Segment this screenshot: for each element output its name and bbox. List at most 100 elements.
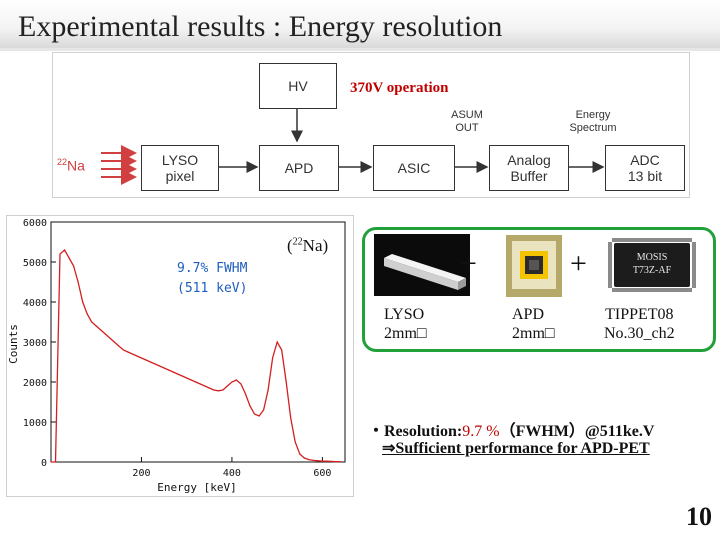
x-tick-label: 600 [313,468,331,479]
resolution-suffix: （FWHM）@511ke.V [499,423,655,440]
spectrum-data-point [335,461,337,463]
analog-buffer-block: Analog Buffer [489,145,569,191]
spectrum-data-point [77,281,79,283]
hv-label: HV [288,77,308,94]
slide-title: Experimental results : Energy resolution [18,10,503,43]
plus-sign-2: + [570,247,587,280]
lyso-block: LYSO pixel [141,145,219,191]
lyso-crystal-image [374,234,470,296]
chart-axes [50,221,346,463]
spectrum-data-point [222,389,224,391]
spectrum-data-point [95,325,97,327]
spectrum-data-point [235,379,238,381]
spectrum-data-point [272,357,274,359]
chart-annotation-fwhm: 9.7% FWHM [177,261,248,276]
y-tick-label: 4000 [23,298,47,309]
spectrum-data-point [231,381,233,383]
resolution-result: ・Resolution:9.7 %（FWHM）@511ke.V [368,417,654,441]
spectrum-data-point [168,369,170,371]
spectrum-data-point [294,441,296,443]
spectrum-data-point [50,461,52,463]
spectrum-data-point [100,329,102,331]
chart-ticks: 0 1000 2000 3000 4000 5000 6000 200 400 600 [23,218,332,479]
spectrum-data-point [122,349,124,351]
x-tick-label: 400 [223,468,241,479]
spectrum-data-point [317,460,319,462]
block-diagram: 22Na HV 370V operation LYSO pixel APD AS… [52,52,690,198]
spectrum-data-point [244,393,247,395]
spectrum-data-point [186,377,188,379]
spectrum-data-point [91,321,93,323]
spectrum-data-point [312,459,314,461]
spectrum-data-point [73,265,75,267]
y-tick-label: 1000 [23,418,47,429]
energy-spectrum-label: Energy Spectrum [569,109,617,134]
chart-series [50,248,342,463]
resolution-value: 9.7 % [462,423,500,440]
spectrum-data-point [190,379,192,381]
apd-label: APD [284,159,314,176]
adc-label: ADC 13 bit [627,151,663,184]
asic-block: ASIC [373,145,455,191]
spectrum-data-point [240,383,242,385]
adc-block: ADC 13 bit [605,145,685,191]
spectrum-data-point [145,359,147,361]
y-tick-label: 5000 [23,258,47,269]
apd-component-label: APD 2mm□ [512,306,555,343]
lyso-component-label: LYSO 2mm□ [384,306,427,343]
asum-out-label: ASUM OUT [451,109,483,134]
apd-chip-image [506,235,562,297]
spectrum-data-point [217,390,219,392]
spectrum-data-point [59,253,61,255]
chart-annotation-energy: (511 keV) [177,281,247,296]
y-tick-label: 3000 [23,338,47,349]
chart-source-mass: 22 [292,236,303,248]
spectrum-data-point [321,460,323,462]
chart-svg: 0 1000 2000 3000 4000 5000 6000 200 400 600 Energ… [7,218,346,494]
chip-marking-2: T73Z-AF [633,265,672,276]
page-number: 10 [686,502,712,531]
diagram-arrows [101,109,605,185]
lyso-label: LYSO pixel [161,151,199,184]
chart-xlabel: Energy [keV] [157,481,236,494]
spectrum-data-point [258,415,260,417]
spectrum-data-point [276,341,278,343]
spectrum-data-point [136,355,138,357]
spectrum-data-point [140,357,143,359]
spectrum-data-point [63,249,66,251]
spectrum-data-point [82,301,84,303]
chart-ylabel: Counts [7,324,20,364]
source-label: 22Na [57,157,85,174]
chart-frame [50,221,346,463]
spectrum-data-point [213,389,215,391]
spectrum-data-point [118,345,120,347]
spectrum-data-point [262,409,265,411]
spectrum-data-point [154,363,156,365]
chart-source-label: (22Na) [287,236,329,255]
spectrum-data-point [54,461,57,463]
plus-sign-1: + [460,247,477,280]
title-divider [0,48,720,51]
apd-block: APD [259,145,339,191]
source-element: Na [67,157,85,174]
source-mass: 22 [57,157,68,167]
y-tick-label: 0 [41,458,47,469]
chip-marking-1: MOSIS [637,252,668,263]
spectrum-data-point [281,349,283,351]
spectrum-data-point [299,453,301,455]
spectrum-data-point [290,417,292,419]
asic-label: ASIC [397,159,431,176]
title-bar: Experimental results : Energy resolution [0,0,720,49]
spectrum-data-point [113,341,115,343]
spectrum-data-point [149,361,152,363]
chart-source-element: Na [302,236,323,255]
spectrum-data-point [177,373,179,375]
spectrum-data-point [109,337,111,339]
spectrum-data-point [253,413,256,415]
spectrum-data-point [158,365,161,367]
spectrum-data-point [303,457,305,459]
spectrum-data-point [326,460,328,462]
spectrum-data-point [267,389,269,391]
tippet-component-label: TIPPET08 No.30_ch2 [604,306,675,343]
spectrum-data-point [68,257,70,259]
